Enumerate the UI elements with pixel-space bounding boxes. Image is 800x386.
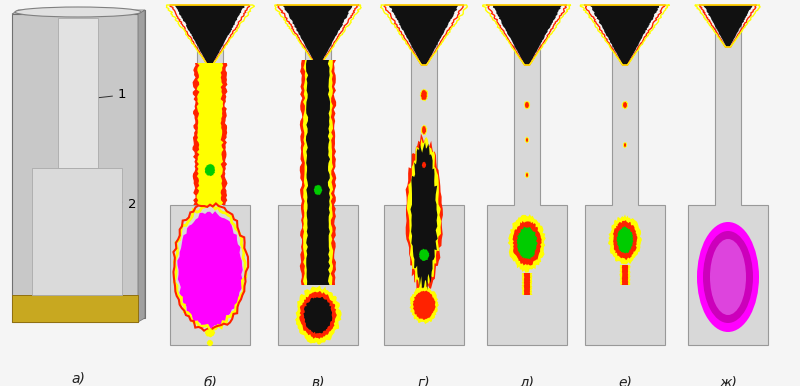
Polygon shape (619, 265, 630, 285)
Polygon shape (703, 5, 753, 47)
Polygon shape (517, 227, 538, 259)
Polygon shape (688, 5, 768, 345)
Polygon shape (526, 173, 528, 177)
Polygon shape (410, 286, 439, 324)
Polygon shape (170, 5, 250, 345)
Polygon shape (421, 90, 427, 100)
Polygon shape (58, 18, 98, 168)
Ellipse shape (697, 222, 759, 332)
Text: а): а) (71, 372, 85, 386)
Polygon shape (526, 138, 528, 142)
Polygon shape (12, 295, 138, 322)
Polygon shape (617, 226, 634, 254)
Polygon shape (522, 273, 533, 295)
Polygon shape (421, 125, 427, 135)
Polygon shape (622, 265, 628, 285)
Polygon shape (413, 291, 435, 320)
Polygon shape (207, 340, 214, 346)
Polygon shape (12, 10, 145, 14)
Polygon shape (197, 63, 223, 205)
Polygon shape (421, 161, 427, 169)
Polygon shape (389, 5, 458, 65)
Polygon shape (623, 102, 627, 108)
Polygon shape (508, 214, 546, 273)
Polygon shape (623, 142, 627, 148)
Polygon shape (422, 126, 426, 134)
Ellipse shape (703, 231, 753, 323)
Polygon shape (418, 249, 430, 261)
Polygon shape (524, 101, 530, 109)
Text: 2: 2 (118, 198, 137, 212)
Polygon shape (300, 60, 336, 285)
Ellipse shape (15, 7, 141, 17)
Polygon shape (622, 101, 628, 110)
Polygon shape (193, 63, 227, 205)
Polygon shape (205, 164, 215, 176)
Polygon shape (487, 5, 567, 345)
Polygon shape (624, 143, 626, 147)
Polygon shape (406, 134, 443, 297)
Text: д): д) (519, 375, 534, 386)
Polygon shape (178, 211, 242, 330)
Polygon shape (410, 142, 438, 291)
Polygon shape (12, 14, 138, 322)
Polygon shape (299, 291, 337, 339)
Text: 1: 1 (81, 88, 126, 102)
Polygon shape (295, 286, 342, 345)
Text: 3: 3 (82, 298, 126, 312)
Text: в): в) (311, 375, 325, 386)
Polygon shape (525, 172, 530, 178)
Polygon shape (278, 5, 358, 345)
Polygon shape (608, 214, 642, 264)
Polygon shape (384, 5, 464, 345)
Polygon shape (525, 102, 530, 108)
Polygon shape (585, 5, 665, 345)
Polygon shape (493, 5, 562, 65)
Polygon shape (303, 60, 334, 285)
Text: ж): ж) (719, 375, 737, 386)
Polygon shape (407, 137, 442, 295)
Text: г): г) (418, 375, 430, 386)
Polygon shape (306, 60, 330, 285)
Polygon shape (18, 10, 145, 318)
Polygon shape (314, 185, 322, 195)
Polygon shape (422, 162, 426, 168)
Polygon shape (513, 221, 542, 266)
Polygon shape (205, 329, 215, 337)
Polygon shape (283, 5, 353, 65)
Polygon shape (420, 88, 428, 102)
Ellipse shape (710, 239, 746, 315)
Polygon shape (303, 297, 332, 334)
Polygon shape (175, 5, 245, 65)
Polygon shape (613, 220, 638, 260)
Polygon shape (590, 5, 660, 65)
Polygon shape (524, 273, 530, 295)
Polygon shape (525, 137, 529, 143)
Polygon shape (32, 168, 122, 295)
Text: е): е) (618, 375, 632, 386)
Text: б): б) (203, 375, 217, 386)
Polygon shape (138, 10, 145, 322)
